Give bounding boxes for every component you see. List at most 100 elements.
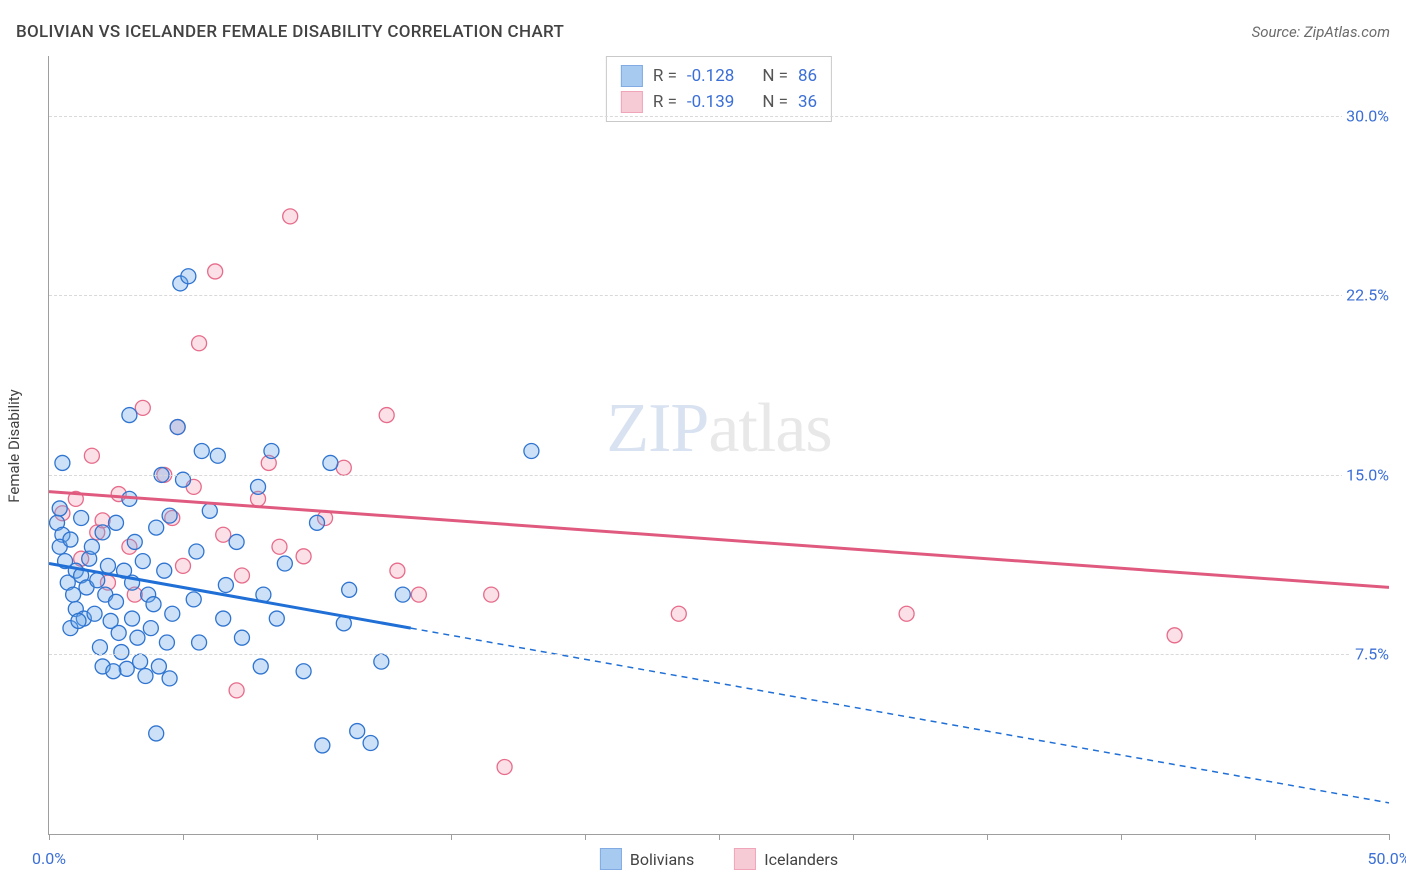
legend-item-bolivians: Bolivians <box>600 848 694 870</box>
point-bolivian <box>122 408 137 423</box>
point-icelander <box>296 549 311 564</box>
point-bolivian <box>143 621 158 636</box>
point-bolivian <box>342 582 357 597</box>
point-icelander <box>283 209 298 224</box>
source-label: Source: ZipAtlas.com <box>1252 23 1390 41</box>
xtick <box>1389 834 1390 840</box>
point-bolivian <box>194 443 209 458</box>
point-bolivian <box>192 635 207 650</box>
point-bolivian <box>310 515 325 530</box>
xtick <box>1255 834 1256 840</box>
xtick <box>853 834 854 840</box>
point-bolivian <box>109 594 124 609</box>
stat-r-a: -0.128 <box>687 66 734 86</box>
point-bolivian <box>234 630 249 645</box>
legend-item-icelanders: Icelanders <box>734 848 838 870</box>
ytick-label: 7.5% <box>1351 645 1393 664</box>
point-icelander <box>484 587 499 602</box>
point-bolivian <box>165 606 180 621</box>
gridline <box>49 654 1389 655</box>
point-bolivian <box>170 420 185 435</box>
point-icelander <box>671 606 686 621</box>
chart-area: ZIPatlas R = -0.128 N = 86 R = -0.139 N … <box>48 56 1389 835</box>
stats-row-bolivians: R = -0.128 N = 86 <box>621 63 817 89</box>
gridline <box>49 295 1389 296</box>
point-icelander <box>234 568 249 583</box>
point-bolivian <box>181 269 196 284</box>
point-bolivian <box>524 443 539 458</box>
point-bolivian <box>202 503 217 518</box>
point-bolivian <box>74 511 89 526</box>
swatch-bolivians-icon <box>621 65 643 87</box>
point-bolivian <box>109 515 124 530</box>
point-icelander <box>390 563 405 578</box>
point-bolivian <box>92 640 107 655</box>
point-bolivian <box>125 611 140 626</box>
legend-label-b: Icelanders <box>764 850 838 869</box>
point-bolivian <box>55 455 70 470</box>
point-bolivian <box>87 606 102 621</box>
point-bolivian <box>146 597 161 612</box>
xtick-label: 50.0% <box>1368 849 1406 868</box>
scatter-plot <box>49 56 1389 834</box>
point-bolivian <box>100 558 115 573</box>
point-bolivian <box>269 611 284 626</box>
point-bolivian <box>127 534 142 549</box>
point-icelander <box>229 683 244 698</box>
point-bolivian <box>395 587 410 602</box>
stat-n-a: 86 <box>798 66 817 86</box>
ytick-label: 30.0% <box>1342 106 1393 125</box>
point-bolivian <box>186 592 201 607</box>
point-bolivian <box>84 539 99 554</box>
ytick-label: 22.5% <box>1342 286 1393 305</box>
chart-title: BOLIVIAN VS ICELANDER FEMALE DISABILITY … <box>16 22 564 42</box>
point-bolivian <box>162 671 177 686</box>
point-bolivian <box>119 661 134 676</box>
point-bolivian <box>296 664 311 679</box>
point-bolivian <box>151 659 166 674</box>
point-bolivian <box>218 578 233 593</box>
point-bolivian <box>253 659 268 674</box>
point-bolivian <box>157 563 172 578</box>
point-icelander <box>336 460 351 475</box>
xtick-label: 0.0% <box>32 849 66 868</box>
point-bolivian <box>277 556 292 571</box>
point-bolivian <box>52 501 67 516</box>
point-bolivian <box>315 738 330 753</box>
xtick <box>585 834 586 840</box>
point-bolivian <box>71 613 86 628</box>
xtick <box>987 834 988 840</box>
point-bolivian <box>133 654 148 669</box>
point-bolivian <box>159 635 174 650</box>
point-bolivian <box>90 573 105 588</box>
point-bolivian <box>63 532 78 547</box>
legend-swatch-bolivians-icon <box>600 848 622 870</box>
point-bolivian <box>264 443 279 458</box>
point-icelander <box>1167 628 1182 643</box>
y-axis-label: Female Disability <box>5 389 23 503</box>
point-bolivian <box>114 645 129 660</box>
point-icelander <box>411 587 426 602</box>
gridline <box>49 116 1389 117</box>
point-bolivian <box>363 736 378 751</box>
stats-row-icelanders: R = -0.139 N = 36 <box>621 89 817 115</box>
ytick-label: 15.0% <box>1342 465 1393 484</box>
xtick <box>49 834 50 840</box>
legend-swatch-icelanders-icon <box>734 848 756 870</box>
point-icelander <box>176 558 191 573</box>
point-bolivian <box>189 544 204 559</box>
point-bolivian <box>251 479 266 494</box>
point-icelander <box>379 408 394 423</box>
point-icelander <box>216 527 231 542</box>
swatch-icelanders-icon <box>621 91 643 113</box>
legend-label-a: Bolivians <box>630 850 694 869</box>
point-icelander <box>272 539 287 554</box>
point-icelander <box>135 400 150 415</box>
point-bolivian <box>149 520 164 535</box>
point-bolivian <box>149 726 164 741</box>
point-bolivian <box>66 587 81 602</box>
point-icelander <box>84 448 99 463</box>
point-icelander <box>497 759 512 774</box>
trendline-icelanders <box>49 492 1389 588</box>
point-icelander <box>899 606 914 621</box>
